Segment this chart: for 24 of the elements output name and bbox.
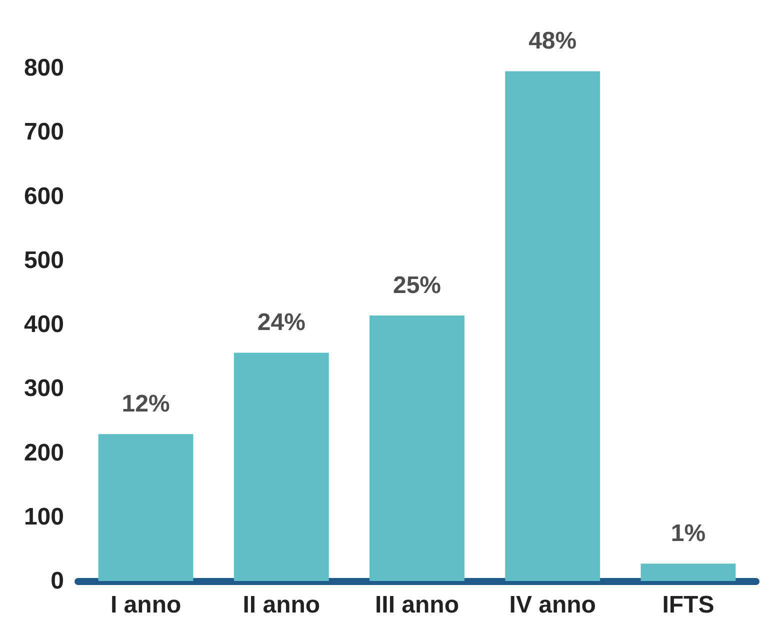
y-tick-label: 200 [24,439,64,466]
bar [234,352,329,581]
annotation: 25% [392,272,442,300]
x-tick-label: IFTS [662,592,714,618]
x-tick-label: IV anno [509,592,596,618]
y-tick-label: 0 [50,568,64,594]
annotation: 1% [670,520,706,548]
y-tick-label: 500 [24,246,64,274]
y-tick-label: 300 [24,375,64,402]
x-tick-label: I anno [110,592,182,618]
y-tick-label: 400 [24,311,64,338]
bar [505,71,600,581]
annotation: 24% [257,309,306,336]
x-tick-label: III anno [375,592,459,618]
annotation: 12% [122,390,170,418]
bar [370,316,464,581]
bar [98,434,194,581]
y-tick-label: 800 [24,54,64,82]
annotation: 48% [528,28,577,55]
x-tick-label: II anno [242,592,320,618]
bar [640,564,736,581]
y-tick-label: 700 [24,118,64,146]
y-tick-label: 600 [24,182,64,210]
y-tick-label: 100 [24,503,64,530]
